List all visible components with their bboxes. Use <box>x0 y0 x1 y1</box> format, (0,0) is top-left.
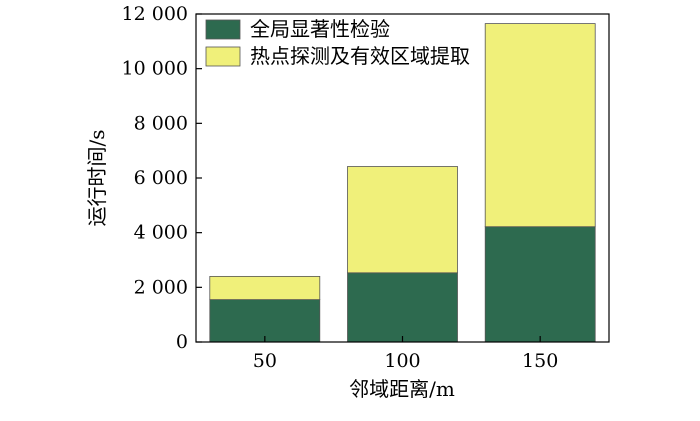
legend-swatch <box>205 46 241 67</box>
y-ticks: 0 2 000 4 000 6 000 8 000 10 000 12 000 <box>122 3 202 353</box>
y-tick-label: 10 000 <box>122 58 188 80</box>
x-tick-label: 50 <box>253 350 277 372</box>
x-tick-label: 100 <box>384 350 420 372</box>
bar-100-series-1 <box>347 166 458 274</box>
bars-layer <box>209 23 596 343</box>
y-tick-label: 0 <box>176 331 188 353</box>
x-tick-label: 150 <box>522 350 558 372</box>
bar-50-series-1 <box>209 275 321 300</box>
bar-150-series-1 <box>484 23 596 228</box>
legend-label: 全局显著性检验 <box>250 17 390 41</box>
y-tick-label: 4 000 <box>134 222 188 244</box>
y-tick-label: 8 000 <box>134 112 188 134</box>
x-ticks: 50 100 150 <box>253 336 558 372</box>
legend-label: 热点探测及有效区域提取 <box>250 44 470 68</box>
bar-50-series-0 <box>209 299 321 343</box>
legend-swatch <box>205 19 241 40</box>
y-axis-title: 运行时间/s <box>85 129 109 226</box>
y-tick-label: 2 000 <box>134 276 188 298</box>
y-tick-label: 12 000 <box>122 3 188 25</box>
bar-100-series-0 <box>347 272 458 343</box>
x-axis-title: 邻域距离/m <box>349 377 455 401</box>
y-tick-label: 6 000 <box>134 167 188 189</box>
bar-150-series-0 <box>484 226 596 343</box>
